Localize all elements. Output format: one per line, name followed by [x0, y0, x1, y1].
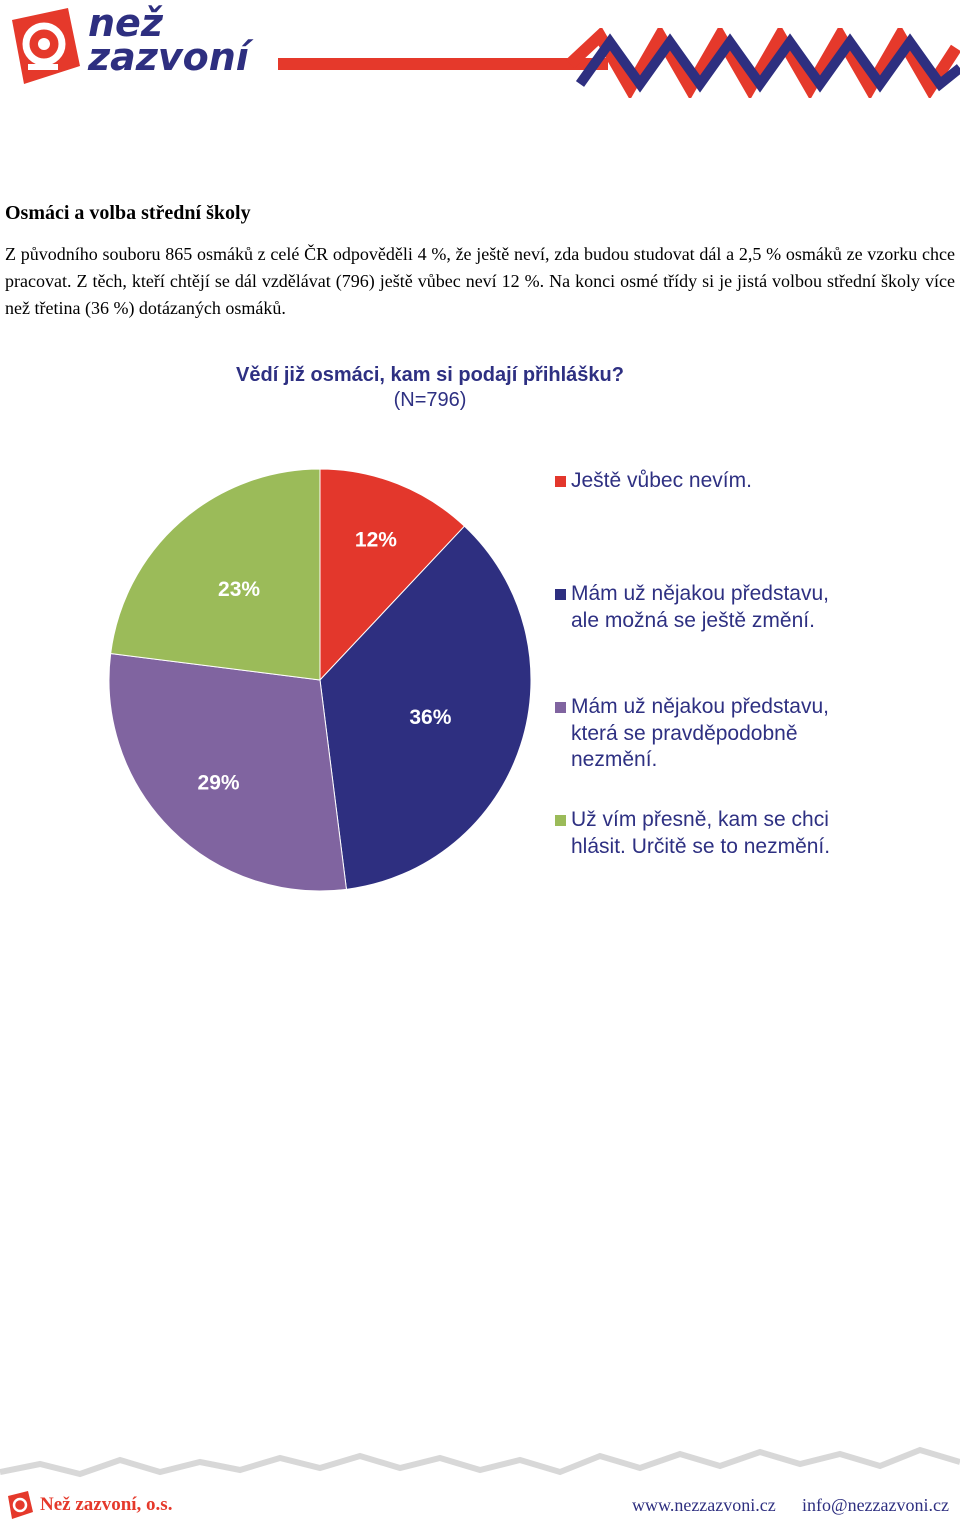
- footer-organization: Než zazvoní, o.s.: [40, 1494, 173, 1515]
- footer-website-link[interactable]: www.nezzazvoni.cz: [632, 1495, 776, 1515]
- bell-logo-icon: [12, 8, 80, 84]
- legend-swatch: [555, 476, 566, 487]
- pie-chart: 12% 36% 29% 23%: [108, 468, 532, 892]
- brand-logo: než zazvoní: [88, 1, 249, 79]
- brand-logo-line1: než: [88, 1, 163, 45]
- pie-data-label: 23%: [218, 578, 260, 601]
- pie-labels: 12% 36% 29% 23%: [198, 529, 452, 795]
- legend-label: Mám už nějakou představu, ale možná se j…: [571, 582, 829, 632]
- legend-swatch: [555, 815, 566, 826]
- legend-item: Už vím přesně, kam se chci hlásit. Určit…: [553, 807, 953, 860]
- pie-data-label: 36%: [409, 706, 451, 729]
- decorative-wave-line: [0, 1446, 960, 1478]
- pie-slice: [319, 468, 466, 682]
- legend-item: Mám už nějakou představu, ale možná se j…: [553, 581, 953, 634]
- footer-email-link[interactable]: info@nezzazvoni.cz: [802, 1495, 949, 1515]
- pie-slice: [108, 652, 348, 892]
- pie-data-label: 29%: [198, 771, 240, 794]
- section-heading: Osmáci a volba střední školy: [5, 202, 251, 224]
- bell-logo-icon: [8, 1491, 33, 1519]
- page-header: než zazvoní: [0, 0, 960, 100]
- chart-title: Vědí již osmáci, kam si podají přihlášku…: [236, 364, 624, 386]
- chart-subtitle: (N=796): [393, 389, 467, 411]
- pie-slices: [108, 468, 532, 892]
- page-footer: Než zazvoní, o.s. www.nezzazvoni.cz info…: [0, 1444, 960, 1524]
- legend-swatch: [555, 589, 566, 600]
- pie-slice: [319, 525, 532, 890]
- intro-paragraph: Z původního souboru 865 osmáků z celé ČR…: [5, 244, 955, 318]
- legend-label: Mám už nějakou představu, která se pravd…: [571, 695, 829, 771]
- legend-item: Ještě vůbec nevím.: [553, 468, 953, 495]
- pie-data-label: 12%: [355, 529, 397, 552]
- brand-logo-line2: zazvoní: [88, 35, 249, 79]
- legend-label: Už vím přesně, kam se chci hlásit. Určit…: [571, 808, 831, 858]
- legend-item: Mám už nějakou představu, která se pravd…: [553, 694, 953, 774]
- pie-slice: [110, 468, 321, 681]
- legend-swatch: [555, 702, 566, 713]
- decorative-zigzag-band: [278, 28, 960, 98]
- legend-label: Ještě vůbec nevím.: [571, 469, 752, 492]
